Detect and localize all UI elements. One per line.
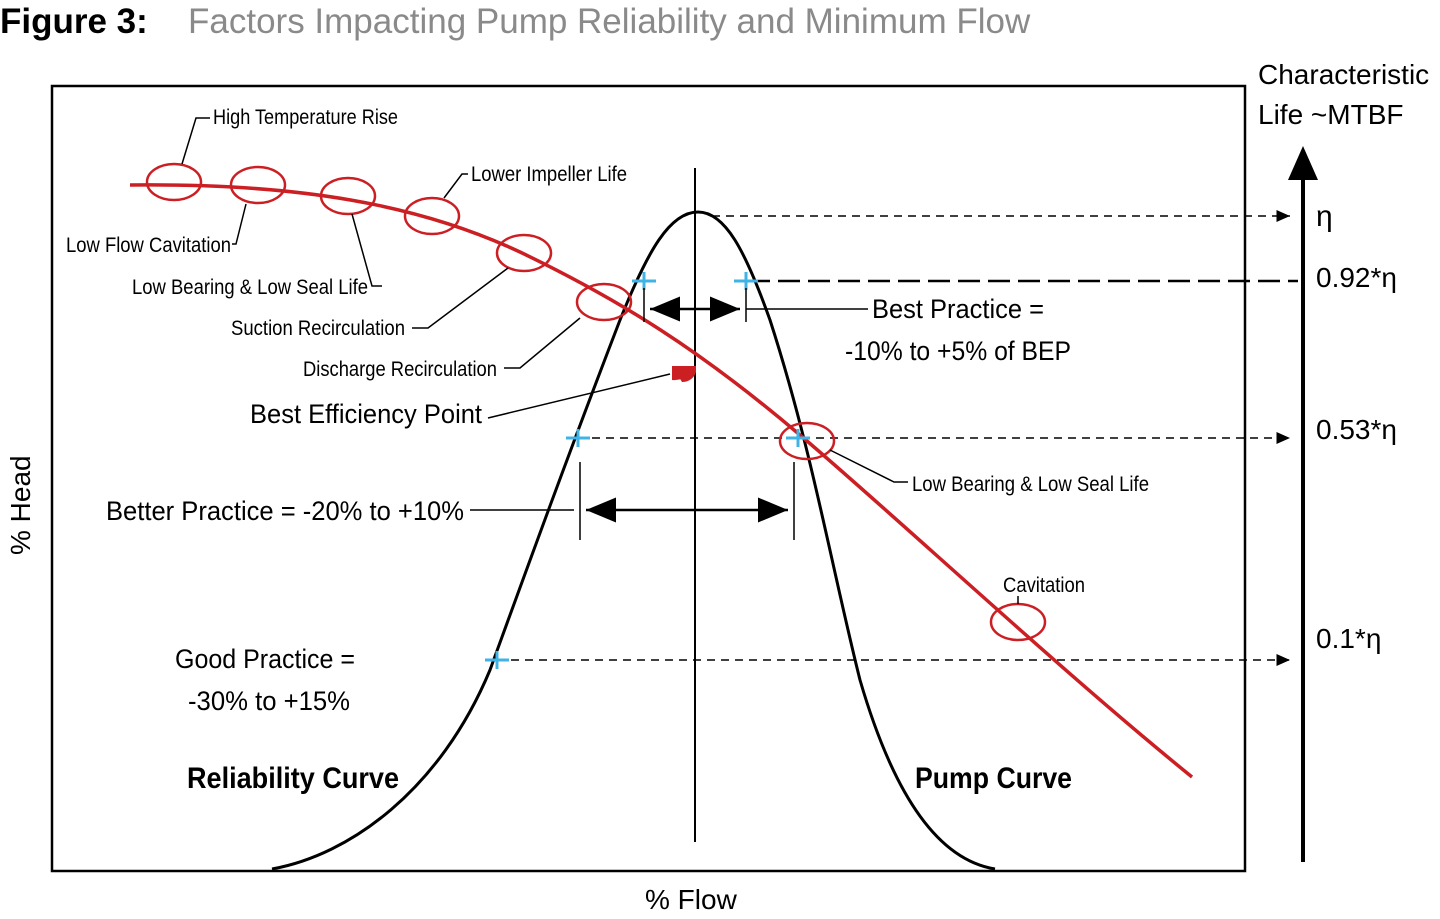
tick-label-01: 0.1*η (1316, 623, 1381, 654)
tick-label-eta: η (1316, 200, 1333, 233)
marker-low-bearing-right (778, 421, 836, 461)
right-axis-label-2: Life ~MTBF (1258, 99, 1403, 130)
tick-label-053: 0.53*η (1316, 414, 1397, 445)
marker-high-temp (145, 162, 203, 202)
plot-frame (50, 84, 1247, 873)
marker-low-bearing-left (319, 176, 377, 216)
label-best-practice-1: Best Practice = (872, 294, 1044, 324)
label-pump-curve: Pump Curve (915, 762, 1072, 795)
reliability-curve (271, 210, 996, 871)
label-low-flow-cavitation: Low Flow Cavitation (66, 234, 231, 257)
marker-lower-impeller (403, 196, 461, 236)
marker-suction-recirc (495, 233, 553, 273)
label-high-temp-rise: High Temperature Rise (213, 106, 398, 129)
label-reliability-curve: Reliability Curve (187, 762, 399, 795)
marker-cavitation (989, 602, 1047, 642)
right-axis-arrow (1288, 146, 1318, 180)
pump-curve (129, 183, 1194, 779)
leader-lines (181, 117, 1019, 604)
label-good-practice-2: -30% to +15% (188, 686, 350, 716)
figure-title: Factors Impacting Pump Reliability and M… (188, 2, 1031, 41)
label-lower-impeller-life: Lower Impeller Life (471, 163, 627, 186)
y-axis-label: % Head (5, 455, 36, 555)
marker-low-flow-cav (229, 165, 287, 205)
label-discharge-recirculation: Discharge Recirculation (303, 358, 497, 381)
label-good-practice-1: Good Practice = (175, 644, 355, 674)
figure-label: Figure 3: (0, 2, 148, 41)
right-axis-label-1: Characteristic (1258, 59, 1429, 90)
blue-tick-marks (485, 272, 810, 669)
marker-discharge-recirc (575, 282, 633, 322)
label-best-efficiency-point: Best Efficiency Point (250, 399, 482, 429)
label-low-bearing-left: Low Bearing & Low Seal Life (132, 276, 368, 299)
label-best-practice-2: -10% to +5% of BEP (845, 336, 1071, 366)
x-axis-label: % Flow (645, 884, 738, 914)
label-cavitation: Cavitation (1003, 574, 1085, 597)
label-better-practice: Better Practice = -20% to +10% (106, 496, 464, 526)
label-suction-recirculation: Suction Recirculation (231, 317, 405, 340)
tick-label-092: 0.92*η (1316, 262, 1397, 293)
label-low-bearing-right: Low Bearing & Low Seal Life (912, 473, 1149, 496)
